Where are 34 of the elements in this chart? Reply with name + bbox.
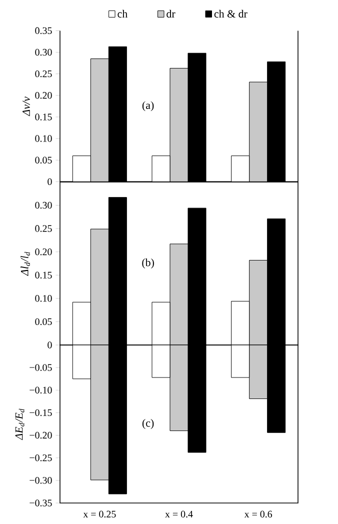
y-tick-label: 0.10 [35,135,52,142]
y-axis-title: ΔE$_{d}$/E$_{d}$ [15,408,24,440]
y-tick-label: 0.35 [35,27,52,34]
y-tick-label: 0.30 [35,202,52,209]
legend-label: ch & dr [214,10,248,18]
y-axis-title: Δv/v [22,96,30,116]
x-tick-label: x = 0.6 [244,510,272,518]
annotation: (b) [142,258,154,268]
y-tick-label: −0.20 [30,432,52,439]
y-tick-label: 0.05 [35,156,52,164]
y-tick-label: −0.35 [30,500,52,506]
y-tick-label: −0.30 [30,477,52,484]
y-tick-label: −0.10 [30,386,52,394]
legend-label: dr [166,10,176,18]
y-tick-label: 0.15 [35,272,52,279]
y-tick-label: −0.25 [30,454,52,462]
y-tick-label: 0.25 [35,70,52,78]
y-tick-label: 0.20 [35,92,52,99]
y-tick-label: 0 [48,342,52,348]
y-tick-label: −0.15 [30,409,52,416]
y-tick-label: 0.20 [35,248,52,256]
y-tick-label: 0.25 [35,225,52,232]
y-tick-label: 0 [48,178,52,186]
annotation: (a) [142,101,154,112]
annotation: (c) [142,419,154,429]
y-tick-label: 0.05 [35,318,52,326]
legend-label: ch [118,10,128,18]
y-tick-label: −0.05 [30,364,52,371]
y-axis-title: Δl$_{d}$/l$_{d}$ [20,252,30,276]
x-tick-label: x = 0.4 [165,510,193,518]
y-tick-label: 0.30 [35,48,52,56]
x-tick-label: x = 0.25 [83,510,116,518]
y-tick-label: 0.10 [35,295,52,302]
y-tick-label: 0.15 [35,114,52,120]
